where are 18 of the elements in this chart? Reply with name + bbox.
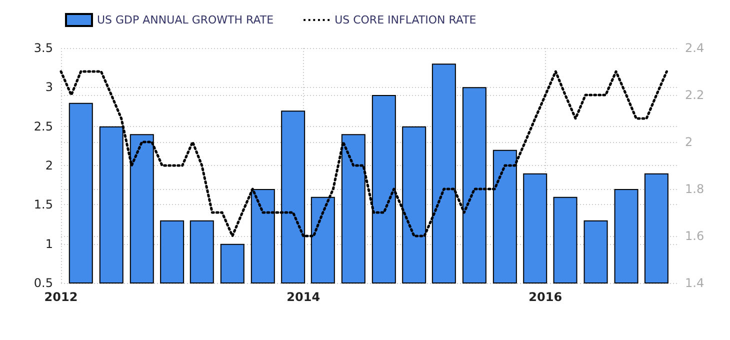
y-tick-label: 1.5 xyxy=(34,198,53,212)
y-tick-label: 1 xyxy=(45,236,53,251)
y-tick-label: 0.5 xyxy=(34,276,53,290)
y2-tick-label: 1.6 xyxy=(685,229,704,243)
x-tick-label: 2014 xyxy=(286,290,320,304)
x-tick-label: 2012 xyxy=(44,290,78,304)
legend-label: US CORE INFLATION RATE xyxy=(334,14,476,26)
legend-label: US GDP ANNUAL GROWTH RATE xyxy=(97,14,274,26)
y2-tick-label: 1.4 xyxy=(685,276,704,290)
y2-tick-label: 2.4 xyxy=(685,41,704,55)
x-tick-label: 2016 xyxy=(528,290,562,304)
y-tick-label: 3.5 xyxy=(34,41,53,55)
y2-tick-label: 2.2 xyxy=(685,88,704,102)
y-tick-label: 2 xyxy=(45,158,53,172)
y-tick-label: 3 xyxy=(45,80,53,94)
y2-tick-label: 1.8 xyxy=(685,182,704,196)
y2-tick-label: 2 xyxy=(685,135,693,149)
y-tick-label: 2.5 xyxy=(34,119,53,134)
